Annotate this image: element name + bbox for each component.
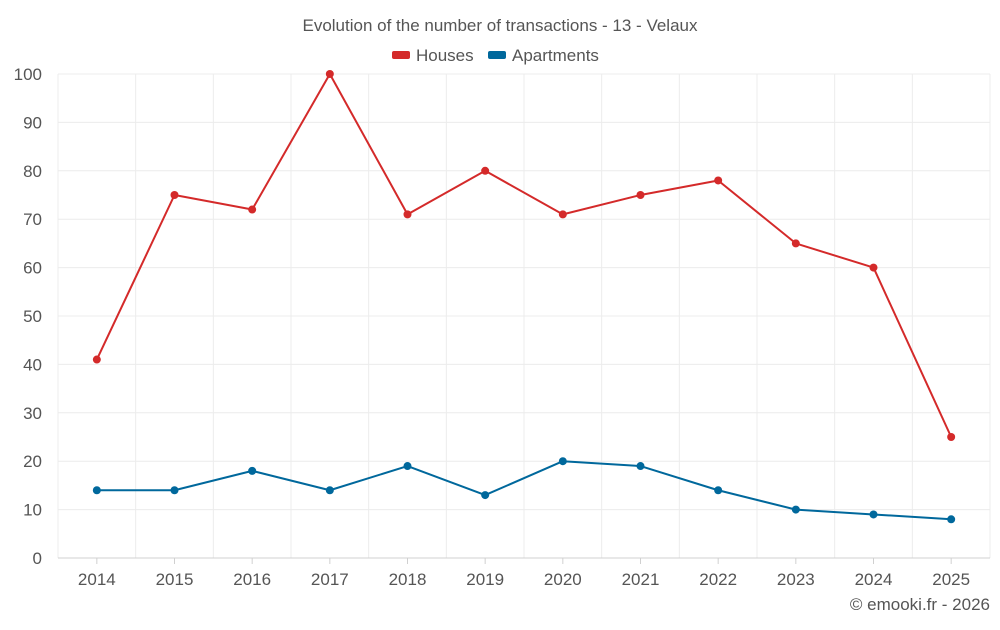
y-axis: 0 10 20 30 40 50 60 70 80 90 100 <box>14 65 42 568</box>
data-point-apartments[interactable] <box>170 486 179 495</box>
data-point-apartments[interactable] <box>791 505 800 514</box>
series-layer <box>92 70 956 524</box>
data-point-apartments[interactable] <box>558 457 567 466</box>
legend-swatch-apartments <box>488 51 506 59</box>
y-tick-label: 20 <box>23 452 42 471</box>
y-tick-label: 90 <box>23 113 42 132</box>
grid <box>57 73 991 559</box>
x-tick-label: 2018 <box>389 570 427 589</box>
legend-swatch-houses <box>392 51 410 59</box>
series-line-houses <box>95 73 953 438</box>
x-tick-label: 2015 <box>156 570 194 589</box>
data-point-houses[interactable] <box>403 210 412 219</box>
y-tick-label: 0 <box>33 549 42 568</box>
data-point-houses[interactable] <box>714 176 723 185</box>
x-tick-label: 2023 <box>777 570 815 589</box>
data-point-apartments[interactable] <box>248 466 257 475</box>
x-tick-label: 2014 <box>78 570 116 589</box>
legend: Houses Apartments <box>392 46 599 65</box>
chart-title: Evolution of the number of transactions … <box>302 16 698 35</box>
data-point-houses[interactable] <box>791 239 800 248</box>
data-point-houses[interactable] <box>481 166 490 175</box>
x-axis: 2014 2015 2016 2017 2018 2019 2020 2021 2022 2023… <box>58 557 990 589</box>
y-tick-label: 50 <box>23 307 42 326</box>
series-line-apartments <box>96 460 952 521</box>
x-tick-label: 2024 <box>855 570 893 589</box>
y-tick-label: 30 <box>23 404 42 423</box>
data-point-apartments[interactable] <box>947 515 956 524</box>
data-point-houses[interactable] <box>869 263 878 272</box>
data-point-houses[interactable] <box>92 355 101 364</box>
legend-label-apartments[interactable]: Apartments <box>512 46 599 65</box>
x-tick-label: 2022 <box>699 570 737 589</box>
data-point-apartments[interactable] <box>714 486 723 495</box>
data-point-houses[interactable] <box>170 191 179 199</box>
footer-credit: © emooki.fr - 2026 <box>850 595 990 614</box>
data-point-apartments[interactable] <box>325 486 334 495</box>
x-tick-label: 2020 <box>544 570 582 589</box>
x-tick-label: 2019 <box>466 570 504 589</box>
x-tick-label: 2025 <box>932 570 970 589</box>
y-tick-label: 60 <box>23 259 42 278</box>
x-tick-label: 2016 <box>233 570 271 589</box>
x-tick-label: 2017 <box>311 570 349 589</box>
data-point-apartments[interactable] <box>869 510 878 519</box>
data-point-apartments[interactable] <box>92 486 101 495</box>
x-tick-label: 2021 <box>622 570 660 589</box>
y-tick-label: 80 <box>23 162 42 181</box>
data-point-apartments[interactable] <box>481 491 490 500</box>
data-point-houses[interactable] <box>325 70 334 78</box>
data-point-houses[interactable] <box>248 205 257 214</box>
y-tick-label: 10 <box>23 501 42 520</box>
y-tick-label: 100 <box>14 65 42 84</box>
y-tick-label: 70 <box>23 210 42 229</box>
y-tick-label: 40 <box>23 355 42 374</box>
legend-label-houses[interactable]: Houses <box>416 46 474 65</box>
data-point-houses[interactable] <box>947 433 956 441</box>
data-point-houses[interactable] <box>636 191 645 199</box>
data-point-apartments[interactable] <box>636 462 645 471</box>
data-point-apartments[interactable] <box>403 462 412 471</box>
data-point-houses[interactable] <box>558 210 567 219</box>
